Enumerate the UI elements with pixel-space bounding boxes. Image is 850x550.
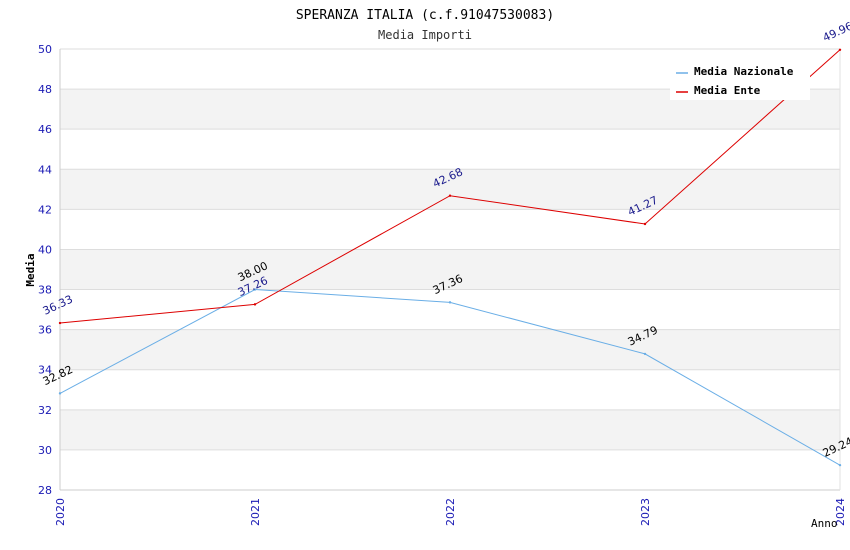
data-point — [448, 301, 452, 304]
data-point — [58, 392, 62, 395]
grid-band — [60, 169, 840, 210]
legend-label-media-ente: Media Ente — [694, 84, 761, 97]
data-label: 49.96 — [821, 19, 850, 44]
data-point — [253, 303, 257, 306]
y-tick-label: 46 — [38, 123, 52, 136]
chart-subtitle: Media Importi — [378, 28, 472, 42]
y-tick-label: 44 — [38, 163, 52, 176]
x-tick-label: 2020 — [54, 498, 67, 526]
y-axis-label: Media — [24, 253, 37, 286]
grid-band — [60, 329, 840, 370]
y-tick-label: 30 — [38, 444, 52, 457]
series-lines — [58, 48, 842, 467]
x-tick-label: 2021 — [249, 498, 262, 526]
legend-label-media-nazionale: Media Nazionale — [694, 65, 794, 78]
chart-title: SPERANZA ITALIA (c.f.91047530083) — [296, 8, 554, 23]
y-tick-label: 34 — [38, 364, 52, 377]
data-point — [838, 463, 842, 467]
y-tick-label: 42 — [38, 203, 52, 216]
y-tick-label: 48 — [38, 83, 52, 96]
legend-background — [670, 58, 810, 100]
data-point — [643, 222, 647, 226]
data-point — [838, 48, 842, 52]
data-point — [643, 352, 647, 356]
grid-band — [60, 249, 840, 290]
axes — [59, 49, 841, 491]
x-tick-labels: 2020 2021 2022 2023 2024 — [54, 498, 847, 526]
y-tick-label: 28 — [38, 484, 52, 497]
grid-lines — [60, 48, 840, 491]
x-tick-label: 2022 — [444, 498, 457, 526]
x-tick-label: 2024 — [834, 498, 847, 526]
legend: Media Nazionale Media Ente — [670, 58, 810, 100]
grid-band — [60, 409, 840, 450]
y-tick-label: 36 — [38, 324, 52, 337]
data-point — [58, 321, 62, 325]
y-tick-label: 40 — [38, 243, 52, 256]
data-point — [448, 194, 452, 197]
y-tick-label: 50 — [38, 43, 52, 56]
background-bands — [60, 89, 840, 450]
y-tick-label: 32 — [38, 404, 52, 417]
x-axis-label: Anno — [811, 517, 838, 530]
y-tick-labels: 28 30 32 34 36 38 40 42 44 46 48 50 — [38, 43, 52, 497]
x-tick-label: 2023 — [639, 498, 652, 526]
y-tick-label: 38 — [38, 284, 52, 297]
data-point — [253, 288, 257, 291]
